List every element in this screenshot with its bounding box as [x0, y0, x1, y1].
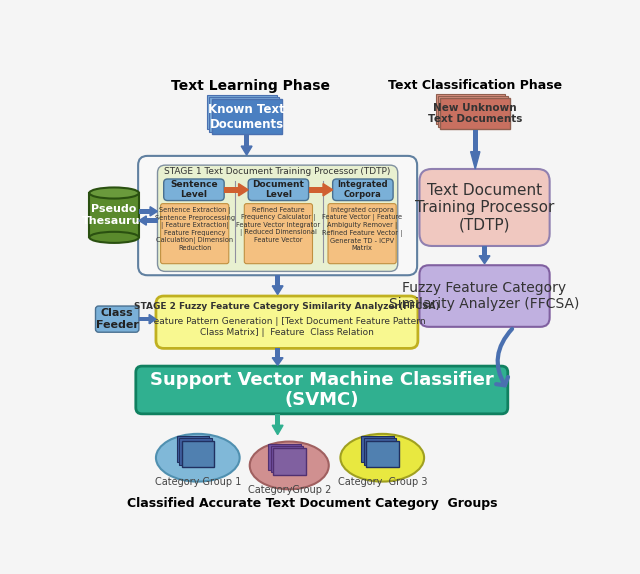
- Bar: [366, 441, 399, 467]
- Text: STAGE 2 Fuzzy Feature Category Similarity Analyzer(FFCSA): STAGE 2 Fuzzy Feature Category Similarit…: [134, 301, 440, 311]
- Text: Refined Feature
Frequency Calculator |
Feature Vector Integrator
| Reduced Dimen: Refined Feature Frequency Calculator | F…: [236, 207, 321, 243]
- Polygon shape: [479, 256, 490, 263]
- Bar: [436, 94, 506, 125]
- Text: Document
Level: Document Level: [252, 180, 305, 200]
- Bar: [275, 414, 280, 425]
- FancyBboxPatch shape: [161, 204, 229, 263]
- Polygon shape: [272, 425, 283, 435]
- Text: Class
Feeder: Class Feeder: [96, 308, 139, 330]
- Bar: [209, 97, 279, 131]
- Bar: [308, 187, 323, 193]
- Bar: [182, 441, 214, 467]
- Bar: [440, 98, 510, 129]
- Polygon shape: [272, 358, 283, 365]
- Text: New Unknown
Text Documents: New Unknown Text Documents: [428, 103, 522, 125]
- FancyBboxPatch shape: [138, 156, 417, 276]
- Bar: [473, 130, 477, 152]
- Bar: [438, 96, 508, 127]
- Polygon shape: [150, 207, 157, 216]
- Bar: [362, 436, 394, 462]
- Text: STAGE 1 Text Document Training Processor (TDTP): STAGE 1 Text Document Training Processor…: [164, 167, 391, 176]
- Ellipse shape: [250, 441, 329, 489]
- Bar: [177, 436, 209, 462]
- Text: Text Document
Training Processor
(TDTP): Text Document Training Processor (TDTP): [415, 183, 554, 232]
- FancyBboxPatch shape: [419, 169, 550, 246]
- Bar: [139, 317, 149, 321]
- Bar: [268, 444, 301, 470]
- Text: Integrated
Corpora: Integrated Corpora: [337, 180, 388, 200]
- Text: Fuzzy Feature Category
Similarity Analyzer (FFCSA): Fuzzy Feature Category Similarity Analyz…: [389, 281, 580, 311]
- Text: Text Learning Phase: Text Learning Phase: [171, 79, 330, 93]
- FancyBboxPatch shape: [157, 165, 397, 272]
- FancyBboxPatch shape: [419, 265, 550, 327]
- Bar: [271, 446, 303, 472]
- Text: Support Vector Machine Classifier
(SVMC): Support Vector Machine Classifier (SVMC): [150, 371, 493, 409]
- Bar: [482, 246, 487, 256]
- Polygon shape: [323, 184, 333, 196]
- FancyBboxPatch shape: [248, 179, 308, 200]
- FancyBboxPatch shape: [328, 204, 396, 263]
- Polygon shape: [149, 315, 156, 324]
- Text: Text Classification Phase: Text Classification Phase: [388, 79, 563, 92]
- Text: Sentence Extraction |
Sentence Preprocessing
| Feature Extraction|
Feature Frequ: Sentence Extraction | Sentence Preproces…: [155, 207, 235, 251]
- Bar: [139, 209, 150, 214]
- Bar: [224, 187, 239, 193]
- Bar: [273, 448, 305, 475]
- Text: Category  Group 3: Category Group 3: [337, 476, 427, 487]
- Bar: [244, 135, 250, 146]
- FancyBboxPatch shape: [156, 296, 418, 348]
- Polygon shape: [470, 152, 480, 169]
- Bar: [364, 439, 396, 465]
- Text: Integrated corpora
Feature Vector | Feature
Ambiguity Remover |
Refined Feature : Integrated corpora Feature Vector | Feat…: [322, 207, 403, 251]
- Text: Sentence
Level: Sentence Level: [170, 180, 218, 200]
- Text: CategoryGroup 2: CategoryGroup 2: [248, 485, 331, 495]
- Ellipse shape: [340, 434, 424, 482]
- Ellipse shape: [90, 188, 139, 199]
- FancyBboxPatch shape: [95, 306, 139, 332]
- Polygon shape: [239, 184, 248, 196]
- Text: Category Group 1: Category Group 1: [155, 476, 241, 487]
- Text: Known Text
Documents: Known Text Documents: [208, 103, 285, 131]
- Polygon shape: [139, 216, 147, 225]
- FancyBboxPatch shape: [136, 366, 508, 414]
- Bar: [90, 193, 139, 238]
- Bar: [179, 439, 212, 465]
- FancyBboxPatch shape: [164, 179, 224, 200]
- Bar: [275, 276, 280, 286]
- FancyBboxPatch shape: [333, 179, 393, 200]
- Ellipse shape: [90, 232, 139, 243]
- Text: Feature Pattern Generation | [Text Document Feature Pattern
Class Matrix] |  Fea: Feature Pattern Generation | [Text Docum…: [148, 317, 425, 336]
- Bar: [212, 99, 282, 134]
- Text: Classified Accurate Text Document Category  Groups: Classified Accurate Text Document Catego…: [127, 497, 498, 510]
- Bar: [207, 95, 277, 129]
- Ellipse shape: [156, 434, 239, 482]
- Polygon shape: [272, 286, 283, 294]
- Bar: [275, 348, 280, 358]
- Bar: [147, 218, 157, 223]
- Polygon shape: [241, 146, 252, 155]
- FancyBboxPatch shape: [244, 204, 312, 263]
- Text: Pseudo
Thesaurus: Pseudo Thesaurus: [81, 204, 147, 226]
